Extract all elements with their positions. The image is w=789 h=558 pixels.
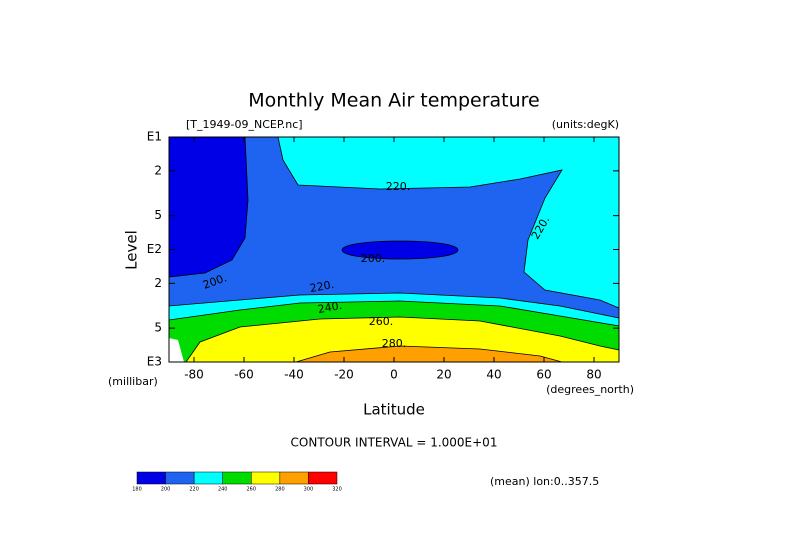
y-tick-label: 5 — [154, 321, 162, 335]
x-tick-label: 20 — [436, 368, 451, 382]
colorbar-label: 220 — [189, 487, 199, 493]
contour-label: 240. — [317, 299, 343, 316]
y-tick-label: 5 — [154, 208, 162, 222]
colorbar-box — [279, 471, 309, 485]
colorbar-box — [222, 471, 252, 485]
colorbar-label: 320 — [332, 487, 342, 493]
missing-area — [169, 338, 184, 362]
contour-label: 220. — [309, 278, 335, 295]
contour-label: 260. — [369, 315, 394, 328]
region — [341, 240, 459, 260]
chart-title: Monthly Mean Air temperature — [248, 90, 539, 112]
colorbar-label: 180 — [132, 487, 142, 493]
colorbar-label: 240 — [218, 487, 228, 493]
x-tick-label: -40 — [284, 368, 304, 382]
colorbar-label: 260 — [247, 487, 257, 493]
x-tick-label: -20 — [334, 368, 354, 382]
x-unit: (degrees_north) — [546, 383, 634, 396]
region — [168, 136, 620, 319]
units-label: (units:degK) — [552, 118, 619, 131]
x-tick-label: 40 — [486, 368, 501, 382]
colorbar-box — [308, 471, 338, 485]
file-label: [T_1949-09_NCEP.nc] — [186, 118, 303, 131]
footer: CONTOUR INTERVAL = 1.000E+01 — [291, 436, 498, 450]
region — [168, 136, 249, 278]
y-tick-label: E3 — [147, 355, 162, 369]
x-axis-label: Latitude — [363, 401, 425, 419]
x-tick-label: 60 — [536, 368, 551, 382]
y-tick-label: 2 — [154, 276, 162, 290]
y-tick-label: E1 — [147, 130, 162, 144]
colorbar-label: 280 — [275, 487, 285, 493]
x-tick-label: 0 — [390, 368, 398, 382]
contour-label: 220. — [386, 180, 411, 193]
y-unit: (millibar) — [108, 375, 158, 388]
colorbar-label: 200 — [161, 487, 171, 493]
note: (mean) lon:0..357.5 — [490, 475, 599, 488]
contour-label: 200. — [361, 252, 386, 265]
x-tick-label: -60 — [234, 368, 254, 382]
y-tick-label: 2 — [154, 163, 162, 177]
colorbar-box — [251, 471, 281, 485]
colorbar-label: 300 — [304, 487, 314, 493]
y-axis-label: Level — [123, 230, 141, 270]
colorbar-box — [193, 471, 223, 485]
colorbar-box — [136, 471, 166, 485]
x-tick-label: 80 — [586, 368, 601, 382]
contour-label: 280. — [382, 337, 407, 350]
y-tick-label: E2 — [147, 242, 162, 256]
x-tick-label: -80 — [184, 368, 204, 382]
colorbar-box — [165, 471, 195, 485]
